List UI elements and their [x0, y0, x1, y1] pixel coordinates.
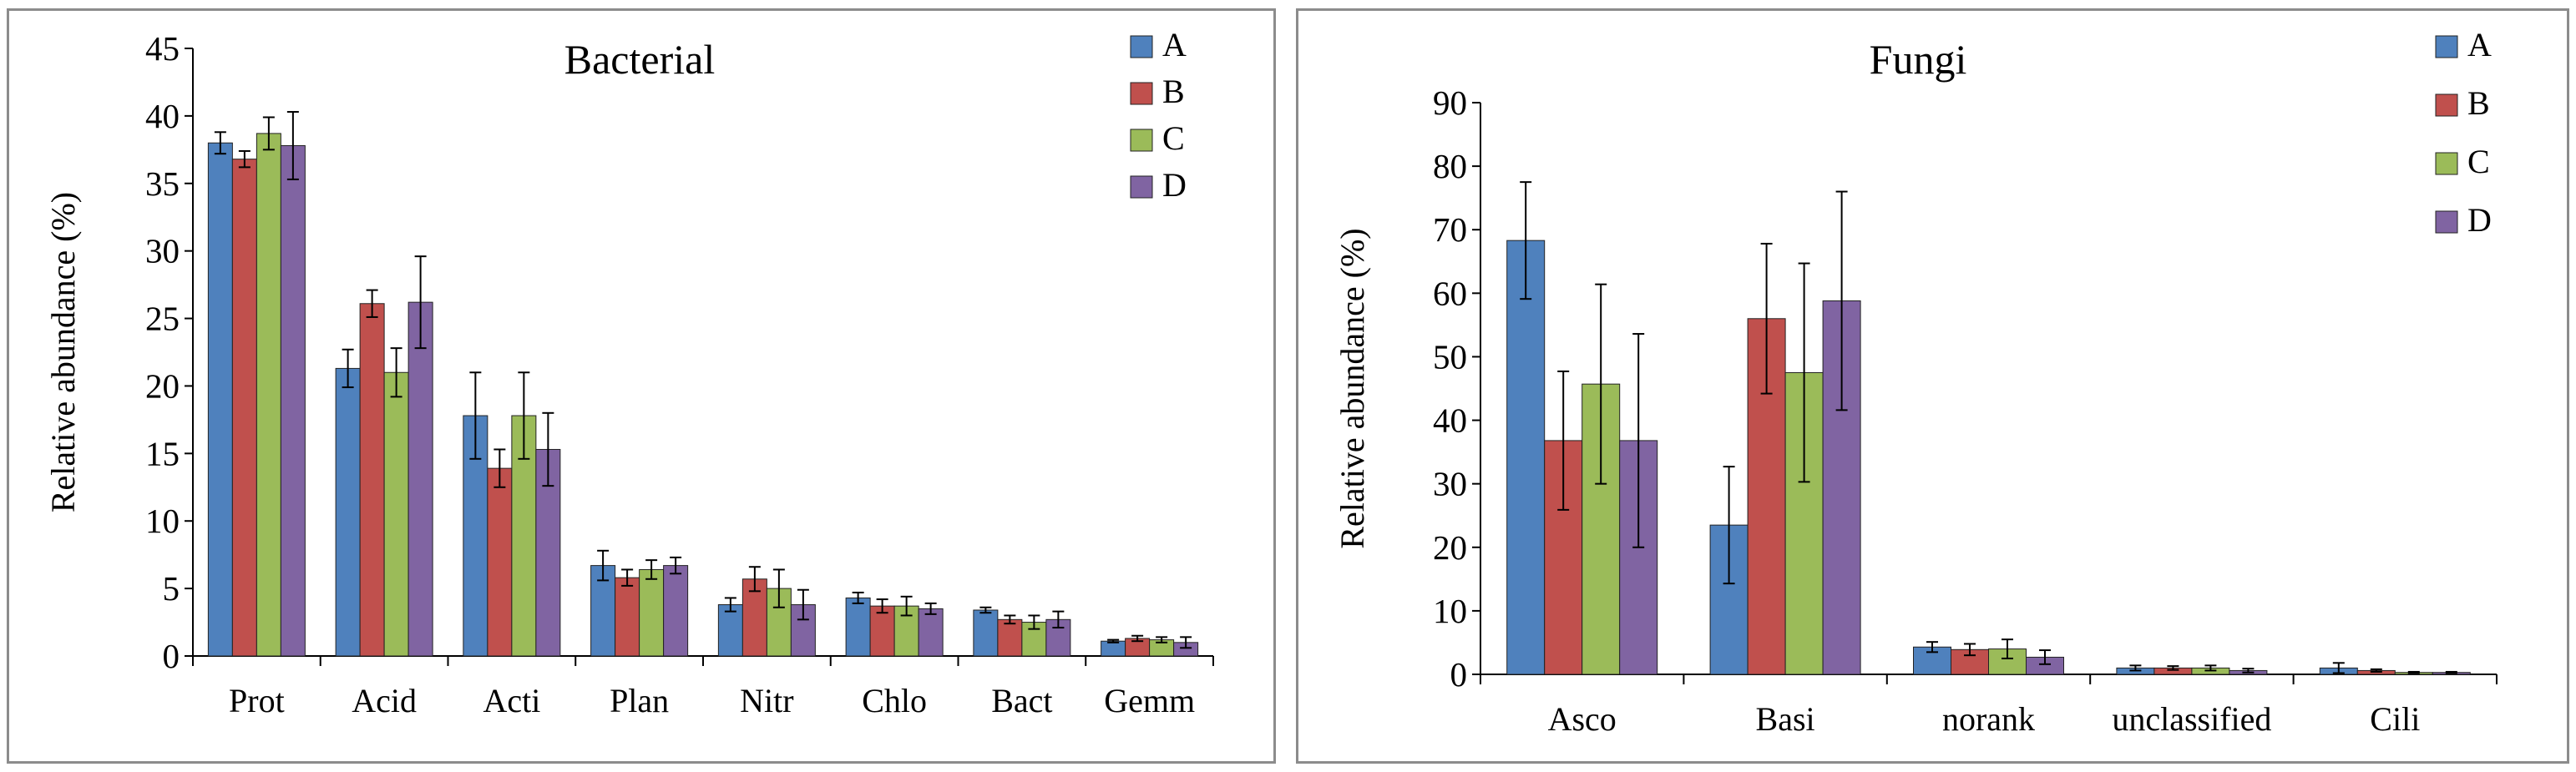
y-tick-label: 50 — [1433, 337, 1467, 376]
y-tick-label: 0 — [1450, 655, 1468, 694]
bar-d — [918, 608, 944, 657]
bar-c — [639, 568, 665, 657]
y-tick-label: 80 — [1433, 147, 1467, 185]
legend-swatch-d — [1130, 175, 1153, 199]
legend-swatch-c — [2435, 152, 2458, 175]
bar-b — [359, 303, 385, 657]
y-axis-label: Relative abundance (%) — [1334, 228, 1371, 548]
bar-a — [335, 367, 361, 657]
y-tick-label: 25 — [145, 300, 180, 338]
x-tick-label: Acid — [352, 682, 417, 719]
y-tick-label: 60 — [1433, 274, 1467, 312]
x-tick-label: Prot — [229, 682, 285, 719]
x-tick-label: norank — [1942, 700, 2035, 738]
x-tick-label: Acti — [483, 682, 540, 719]
bar-a — [973, 609, 999, 657]
bar-c — [383, 371, 409, 657]
legend-swatch-a — [2435, 35, 2458, 58]
y-tick-label: 40 — [145, 97, 180, 135]
y-tick-label: 20 — [145, 366, 180, 405]
legend-label-c: C — [2467, 143, 2490, 180]
y-tick-label: 0 — [163, 637, 180, 675]
bar-b — [869, 605, 895, 657]
bar-b — [487, 467, 513, 657]
legend-label-b: B — [1162, 73, 1185, 110]
x-tick-label: unclassified — [2112, 700, 2271, 738]
legend-label-d: D — [1162, 166, 1187, 204]
bar-a — [207, 142, 233, 657]
x-tick-label: Gemm — [1104, 682, 1195, 719]
y-tick-label: 70 — [1433, 210, 1467, 249]
legend-swatch-b — [2435, 93, 2458, 117]
legend-label-b: B — [2467, 84, 2490, 122]
legend-swatch-d — [2435, 210, 2458, 234]
chart-title: Bacterial — [564, 36, 715, 83]
y-tick-label: 10 — [1433, 592, 1467, 630]
bar-a — [1506, 240, 1546, 675]
y-tick-label: 30 — [145, 232, 180, 270]
legend-swatch-c — [1130, 129, 1153, 152]
legend-label-a: A — [2467, 26, 2492, 63]
legend-label-a: A — [1162, 26, 1187, 63]
bar-b — [615, 577, 640, 657]
y-tick-label: 10 — [145, 502, 180, 540]
fungi-chart: 0 10 20 30 40 50 60 70 80 90 Asco Basi norank unclass… — [1334, 26, 2498, 738]
x-tick-label: Cili — [2370, 700, 2420, 738]
bar-b — [997, 618, 1023, 657]
bar-a — [717, 604, 743, 657]
bacterial-chart-panel: 0 5 10 15 20 25 30 35 40 45 Prot Acid Acti Plan Nitr Ch… — [7, 8, 1276, 764]
chart-title: Fungi — [1870, 36, 1967, 83]
bar-c — [256, 133, 281, 657]
legend-swatch-b — [1130, 82, 1153, 105]
bar-d — [1045, 618, 1071, 657]
bacterial-chart: 0 5 10 15 20 25 30 35 40 45 Prot Acid Acti Plan Nitr Ch… — [44, 26, 1214, 719]
bar-a — [845, 597, 871, 657]
y-tick-label: 5 — [163, 569, 180, 608]
y-tick-label: 40 — [1433, 401, 1467, 440]
fungi-chart-panel: 0 10 20 30 40 50 60 70 80 90 Asco Basi norank unclass… — [1296, 8, 2569, 764]
legend-label-c: C — [1162, 119, 1185, 157]
x-tick-label: Asco — [1548, 700, 1617, 738]
x-tick-label: Nitr — [740, 682, 793, 719]
bar-d — [663, 565, 689, 657]
y-tick-label: 45 — [145, 29, 180, 68]
x-tick-label: Basi — [1756, 700, 1815, 738]
y-tick-label: 35 — [145, 164, 180, 203]
y-tick-label: 30 — [1433, 465, 1467, 503]
bar-a — [1101, 640, 1126, 657]
legend-label-d: D — [2467, 201, 2492, 239]
x-tick-label: Bact — [991, 682, 1052, 719]
y-tick-label: 90 — [1433, 83, 1467, 122]
y-tick-label: 15 — [145, 434, 180, 472]
y-tick-label: 20 — [1433, 528, 1467, 567]
x-tick-label: Plan — [610, 682, 669, 719]
bar-d — [280, 144, 306, 657]
x-tick-label: Chlo — [862, 682, 927, 719]
bar-b — [231, 159, 257, 657]
y-axis-label: Relative abundance (%) — [44, 192, 82, 512]
bar-d — [407, 301, 433, 657]
legend-swatch-a — [1130, 35, 1153, 58]
